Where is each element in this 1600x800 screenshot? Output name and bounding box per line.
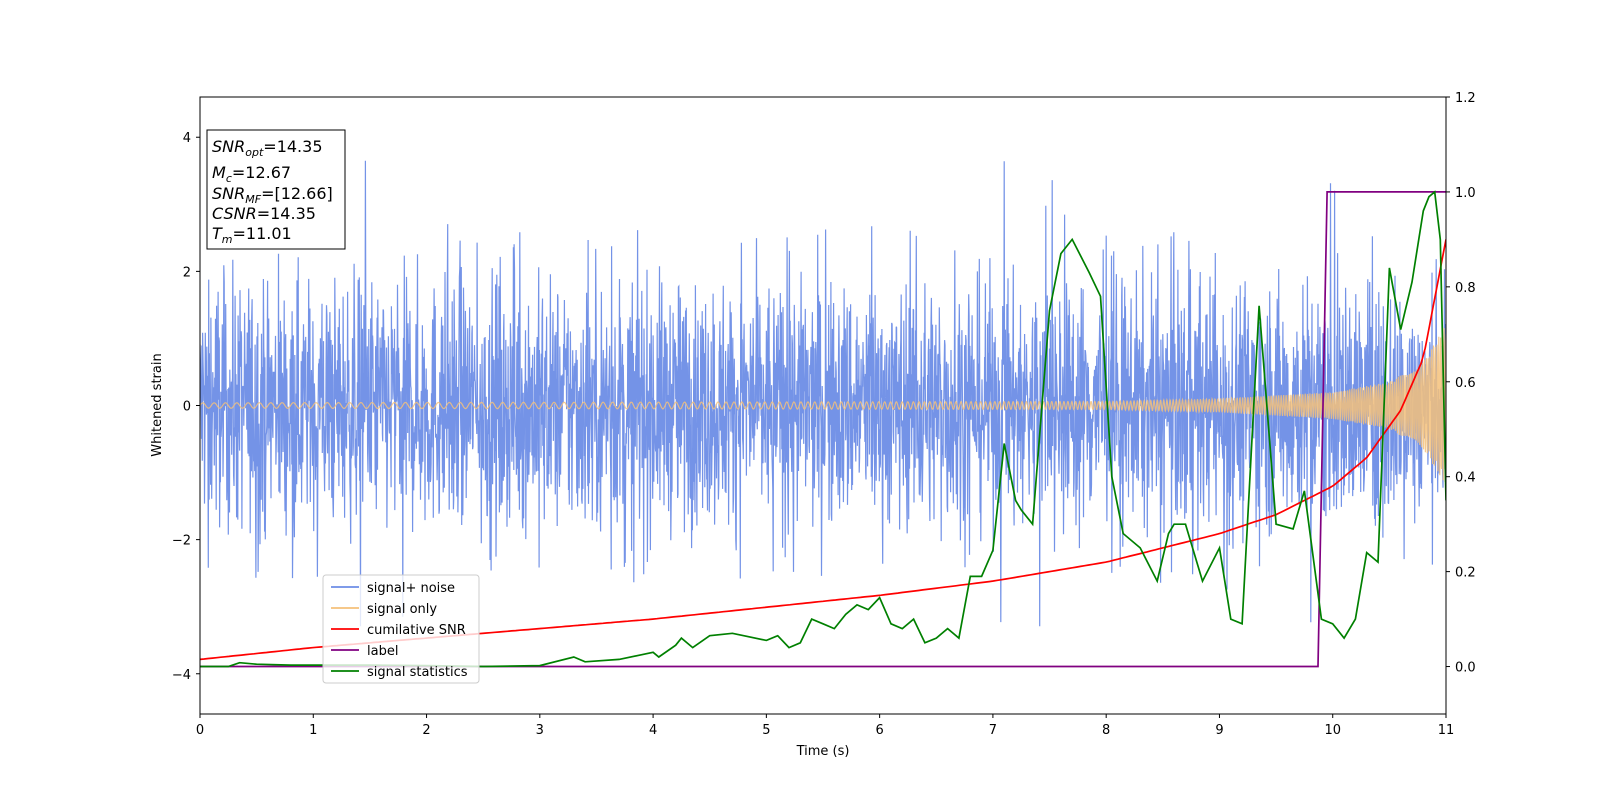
series-signal-statistics (200, 190, 1446, 668)
y-left-tick-label: −2 (172, 534, 191, 549)
y-right-tick-label: 0.4 (1455, 471, 1476, 486)
y-right-tick-label: 0.8 (1455, 281, 1476, 296)
series-signal-noise (200, 160, 1446, 627)
info-snr-mf: SNRMF=[12.66] (212, 184, 333, 206)
series-signal-only (200, 328, 1446, 483)
x-axis-title: Time (s) (796, 744, 850, 759)
info-tm: Tm=11.01 (212, 224, 292, 246)
x-tick-label: 6 (875, 723, 883, 738)
series-label (200, 191, 1446, 668)
y-axis-title: Whitened strain (150, 353, 165, 456)
y-right-tick-label: 0.2 (1455, 566, 1476, 581)
x-tick-label: 1 (309, 723, 317, 738)
x-tick-label: 7 (989, 723, 997, 738)
x-tick-label: 11 (1438, 723, 1455, 738)
y-right-tick-label: 0.0 (1455, 661, 1476, 676)
y-left-tick-label: 0 (183, 400, 191, 415)
y-left-tick-label: 4 (183, 131, 191, 146)
info-snr-opt: SNRopt=14.35 (212, 137, 323, 159)
info-box-frame (206, 129, 346, 250)
info-mc: Mc=12.67 (212, 163, 291, 185)
x-tick-label: 3 (536, 723, 544, 738)
y-left-axis: −4 −2 0 2 4 (172, 131, 200, 683)
x-tick-label: 2 (422, 723, 430, 738)
legend-label: signal only (367, 602, 437, 617)
legend-label: label (367, 644, 398, 659)
y-right-tick-label: 0.6 (1455, 376, 1476, 391)
x-tick-label: 9 (1215, 723, 1223, 738)
y-right-axis: 0.0 0.2 0.4 0.6 0.8 1.0 1.2 (1446, 91, 1476, 676)
y-right-tick-label: 1.2 (1455, 91, 1476, 106)
info-csnr: CSNR=14.35 (212, 204, 316, 223)
info-box: SNRopt=14.35 Mc=12.67 SNRMF=[12.66] CSNR… (206, 129, 346, 250)
y-right-tick-label: 1.0 (1455, 186, 1476, 201)
x-tick-label: 10 (1324, 723, 1341, 738)
y-left-tick-label: 2 (183, 265, 191, 280)
x-tick-label: 4 (649, 723, 657, 738)
x-axis: 0 1 2 3 4 5 6 7 8 9 10 11 (196, 714, 1454, 738)
x-tick-label: 8 (1102, 723, 1110, 738)
legend-label: cumilative SNR (367, 623, 466, 638)
legend-label: signal+ noise (367, 581, 455, 596)
legend-frame (322, 574, 480, 684)
legend: signal+ noise signal only cumilative SNR la… (322, 574, 480, 684)
legend-label: signal statistics (367, 665, 468, 680)
x-tick-label: 5 (762, 723, 770, 738)
y-left-tick-label: −4 (172, 668, 191, 683)
x-tick-label: 0 (196, 723, 204, 738)
